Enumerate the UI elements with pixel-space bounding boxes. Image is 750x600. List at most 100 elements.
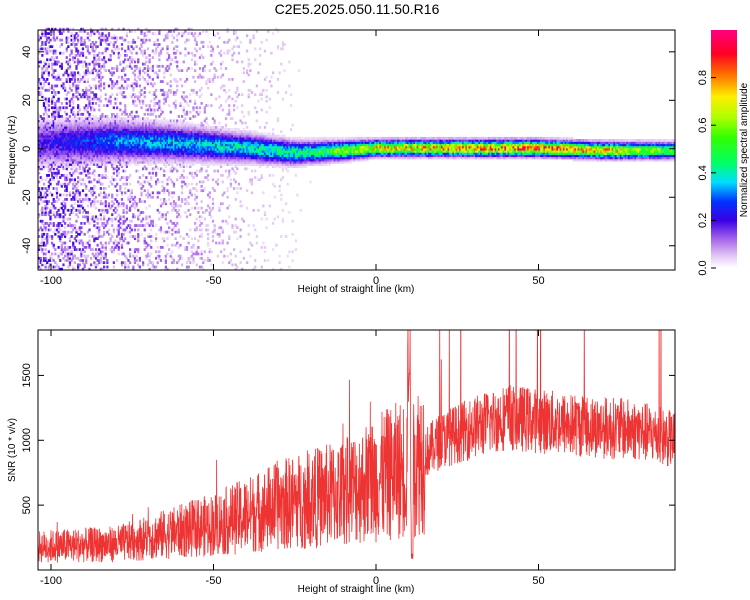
spectrogram-cell (73, 136, 76, 140)
spectrogram-cell (88, 102, 91, 105)
spectrogram-cell (220, 226, 223, 230)
spectrogram-cell (88, 243, 91, 247)
spectrogram-cell (125, 158, 128, 162)
spectrogram-cell (75, 119, 78, 123)
spectrogram-cell (207, 139, 210, 142)
spectrogram-cell (148, 160, 151, 164)
spectrogram-cell (211, 178, 215, 182)
spectrogram-cell (155, 102, 158, 105)
spectrogram-cell (114, 239, 117, 243)
spectrogram-cell (122, 204, 125, 208)
spectrogram-cell (161, 141, 164, 145)
spectrogram-cell (226, 136, 229, 140)
spectrogram-cell (72, 84, 75, 88)
spectrogram-cell (187, 139, 190, 142)
spectrogram-cell (90, 86, 93, 90)
spectrogram-cell (120, 158, 124, 162)
spectrogram-cell (65, 198, 68, 201)
spectrogram-cell (99, 126, 102, 129)
spectrogram-cell (67, 121, 70, 125)
spectrogram-cell (78, 167, 81, 171)
spectrogram-cell (93, 49, 96, 53)
spectrogram-cell (208, 126, 211, 129)
spectrogram-cell (64, 156, 67, 160)
spectrogram-cell (52, 145, 55, 149)
spectrogram-cell (55, 160, 59, 164)
spectrogram-cell (46, 112, 49, 116)
spectrogram-cell (185, 215, 189, 219)
spectrogram-cell (182, 145, 185, 149)
spectrogram-cell (148, 163, 151, 166)
spectrogram-cell (60, 115, 63, 118)
spectrogram-cell (158, 217, 161, 221)
spectrogram-cell (151, 112, 154, 116)
spectrogram-cell (104, 27, 107, 31)
spectrogram-cell (132, 123, 135, 127)
spectrogram-cell (198, 143, 202, 147)
spectrogram-cell (155, 130, 158, 134)
spectrogram-cell (124, 132, 127, 136)
spectrogram-cell (137, 134, 140, 138)
spectrogram-cell (96, 165, 99, 169)
spectrogram-cell (93, 78, 96, 81)
spectrogram-cell (38, 243, 41, 247)
spectrogram-cell (55, 156, 59, 160)
spectrogram-cell (161, 180, 164, 184)
spectrogram-cell (39, 123, 42, 127)
spectrogram-cell (174, 243, 177, 247)
spectrogram-cell (49, 38, 52, 42)
spectrogram-cell (101, 126, 104, 129)
spectrogram-cell (112, 34, 115, 38)
spectrogram-cell (57, 180, 60, 184)
spectrogram-cell (150, 163, 153, 166)
spectrogram-cell (101, 136, 104, 140)
spectrogram-cell (133, 128, 137, 131)
spectrogram-cell (137, 180, 140, 184)
spectrogram-cell (46, 202, 49, 206)
spectrogram-cell (215, 139, 218, 142)
spectrogram-cell (198, 134, 202, 138)
spectrogram-cell (49, 132, 52, 136)
spectrogram-cell (44, 80, 47, 83)
spectrogram-cell (200, 136, 203, 140)
spectrogram-cell (153, 43, 156, 46)
spectrogram-cell (187, 130, 190, 134)
spectrogram-cell (67, 115, 70, 118)
spectrogram-cell (182, 147, 185, 151)
spectrogram-cell (51, 117, 54, 121)
spectrogram-cell (181, 200, 184, 203)
spectrogram-cell (140, 99, 143, 103)
spectrogram-cell (101, 163, 104, 166)
spectrogram-cell (195, 143, 198, 147)
spectrogram-cell (137, 75, 140, 79)
spectrogram-cell (62, 232, 65, 236)
spectrogram-cell (111, 130, 114, 134)
spectrogram-cell (62, 230, 65, 234)
spectrogram-cell (55, 167, 59, 171)
spectrogram-cell (198, 256, 202, 260)
spectrogram-cell (109, 141, 112, 145)
spectrogram-cell (158, 134, 161, 138)
spectrogram-cell (220, 126, 223, 129)
spectrogram-cell (109, 156, 112, 160)
spectrogram-cell (96, 141, 99, 145)
spectrogram-cell (158, 106, 161, 110)
spectrogram-cell (161, 160, 164, 164)
spectrogram-cell (124, 265, 127, 269)
spectrogram-cell (210, 154, 213, 158)
spectrogram-cell (88, 38, 91, 42)
spectrogram-cell (109, 139, 112, 142)
spectrogram-cell (122, 208, 125, 212)
spectrogram-cell (171, 243, 174, 247)
spectrogram-cell (85, 158, 88, 162)
spectrogram-cell (192, 134, 195, 138)
spectrogram-cell (111, 193, 114, 197)
spectrogram-cell (223, 84, 226, 88)
spectrogram-cell (65, 167, 68, 171)
spectrogram-cell (93, 67, 96, 70)
spectrogram-cell (119, 163, 122, 166)
spectrogram-cell (122, 211, 125, 214)
spectrogram-cell (88, 119, 91, 123)
spectrogram-cell (142, 117, 145, 121)
spectrogram-cell (143, 154, 146, 158)
